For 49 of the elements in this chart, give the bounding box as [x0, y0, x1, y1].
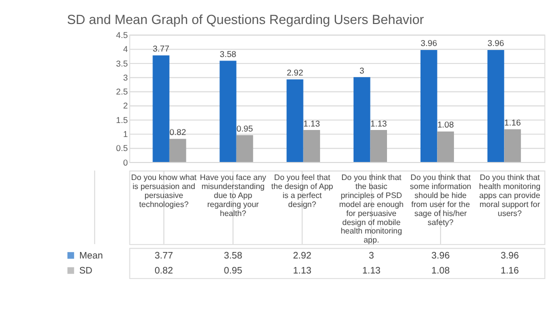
y-tick-label: 3.5	[116, 58, 128, 68]
data-label: 1.08	[431, 264, 450, 276]
bar	[487, 50, 504, 162]
text: 1.13	[303, 118, 320, 128]
y-tick-label: 4	[123, 44, 128, 54]
bar	[286, 79, 304, 162]
data-label: 1.16	[500, 264, 519, 276]
bar	[354, 77, 370, 162]
text: 1.08	[437, 120, 454, 130]
data-label: 0.95	[224, 264, 242, 276]
data-label: 2.92	[293, 249, 312, 260]
bar	[420, 50, 438, 162]
bar	[152, 55, 170, 162]
bar	[303, 130, 320, 162]
y-tick-label: 0	[123, 157, 128, 168]
data-label: 3.96	[500, 249, 519, 260]
data-label: 1.13	[293, 264, 312, 276]
data-label: 1.13	[362, 264, 381, 276]
text: 2.92	[286, 68, 304, 78]
bar	[169, 138, 186, 162]
y-tick-label: 0.5	[116, 143, 128, 154]
text: 3.96	[488, 38, 504, 48]
data-label: 3.58	[224, 249, 242, 260]
text: 1.16	[504, 117, 521, 128]
data-label: 3.96	[431, 249, 450, 260]
y-tick-label: 3	[123, 72, 128, 82]
bar	[504, 129, 521, 162]
legend-label: SD	[79, 264, 93, 276]
bar	[220, 60, 236, 162]
bar	[437, 131, 454, 162]
text: 0.82	[170, 127, 186, 138]
y-tick-label: 2.5	[116, 86, 128, 97]
text: 0.95	[236, 123, 253, 134]
text: 3.58	[220, 48, 236, 59]
chart-title: SD and Mean Graph of Questions Regarding Users Behavior	[66, 12, 425, 27]
data-label: 3.77	[154, 249, 174, 260]
text: 3	[360, 65, 364, 76]
y-tick-label: 1.5	[116, 114, 128, 125]
text: 3.77	[152, 44, 170, 54]
bar	[370, 130, 388, 162]
data-label: 3	[368, 249, 374, 260]
y-tick-label: 2	[123, 100, 128, 111]
y-tick-label: 4.5	[116, 30, 128, 40]
legend-label: Mean	[79, 249, 103, 260]
text: 3.96	[420, 38, 438, 48]
data-label: 0.82	[154, 264, 174, 276]
text: 1.13	[370, 118, 387, 128]
y-tick-label: 1	[123, 129, 128, 140]
bar	[236, 135, 254, 162]
